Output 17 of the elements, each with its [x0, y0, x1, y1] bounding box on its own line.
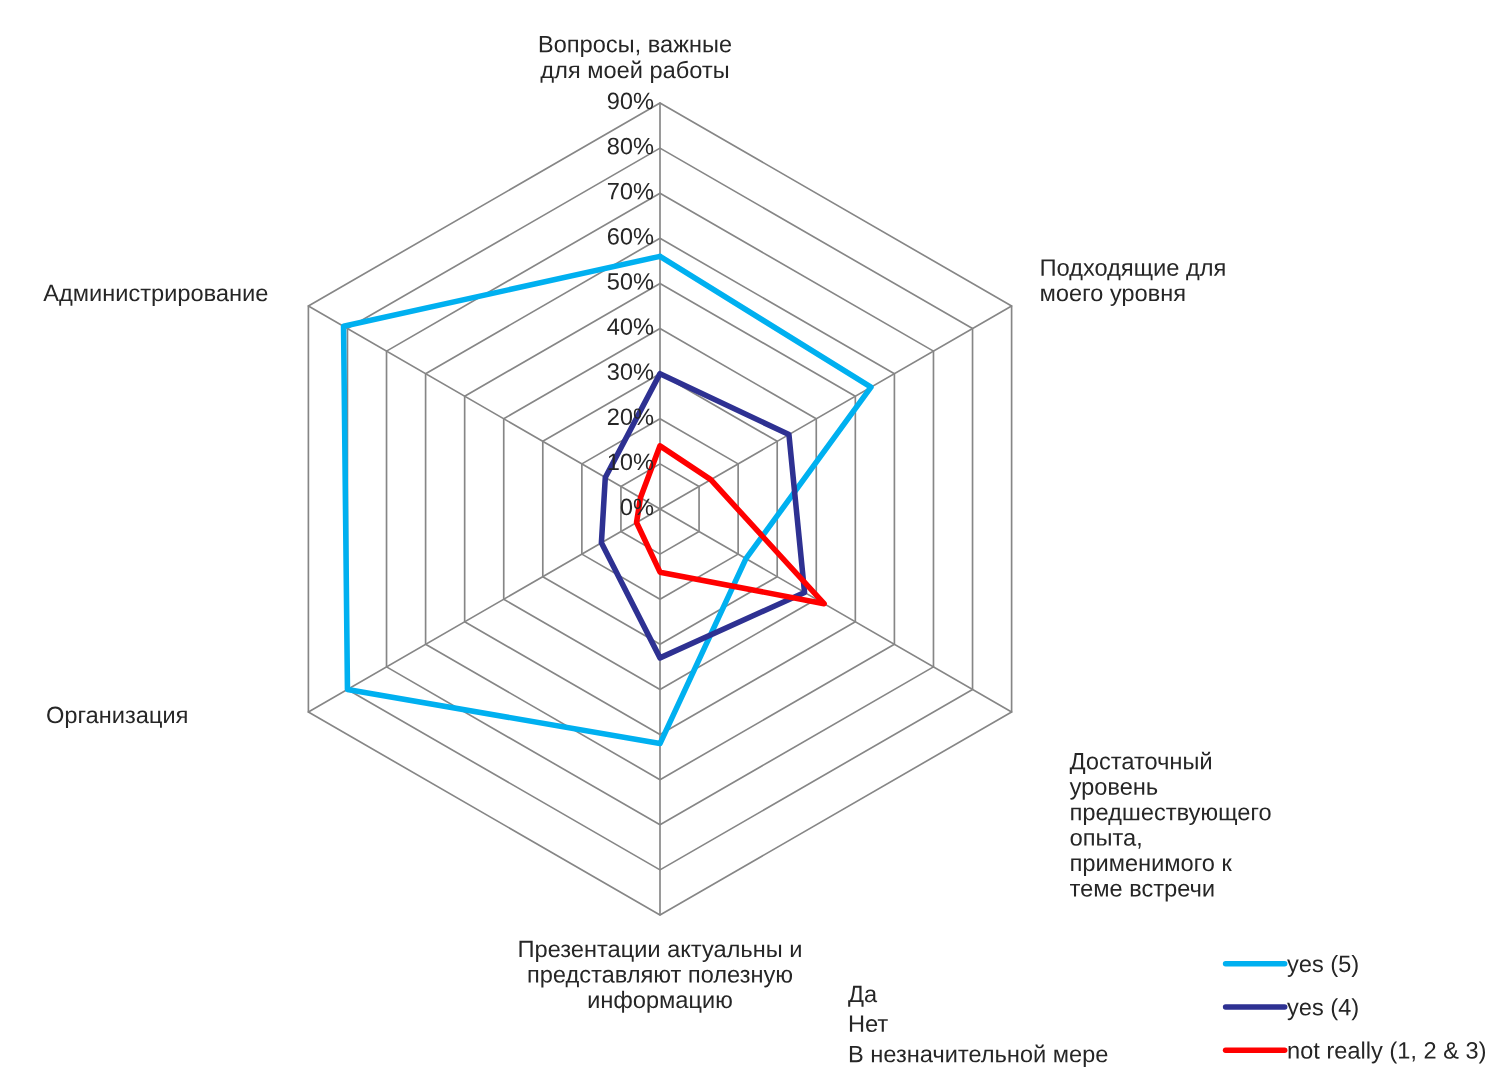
y-tick-label: 30% [607, 363, 654, 380]
y-tick-label: 40% [607, 318, 654, 335]
legend-label: yes (5) [1287, 954, 1358, 977]
y-tick-label: 80% [607, 137, 654, 155]
y-tick-label: 90% [607, 92, 654, 110]
y-tick-label: 70% [607, 182, 654, 200]
spoke-label: Организация [47, 706, 187, 729]
spoke-label: Администрирование [43, 284, 268, 306]
spoke-label: Вопросы, важные для моей работы [539, 35, 732, 83]
legend-label: not really (1, 2 & 3) [1288, 1041, 1486, 1064]
text: Да Нет В незначительной мере [848, 985, 1108, 1068]
spoke-label: Подходящие для моего уровня [1041, 259, 1225, 306]
spoke-label: Достаточный уровень предшествующего опыта, применимого к теме встречи [1069, 751, 1271, 902]
legend-label: yes (4) [1287, 998, 1358, 1021]
y-tick-label: 60% [607, 227, 654, 245]
y-tick-label: 50% [607, 273, 654, 290]
spoke-label: Презентации актуальны и представляют полезную информацию [519, 940, 801, 1013]
